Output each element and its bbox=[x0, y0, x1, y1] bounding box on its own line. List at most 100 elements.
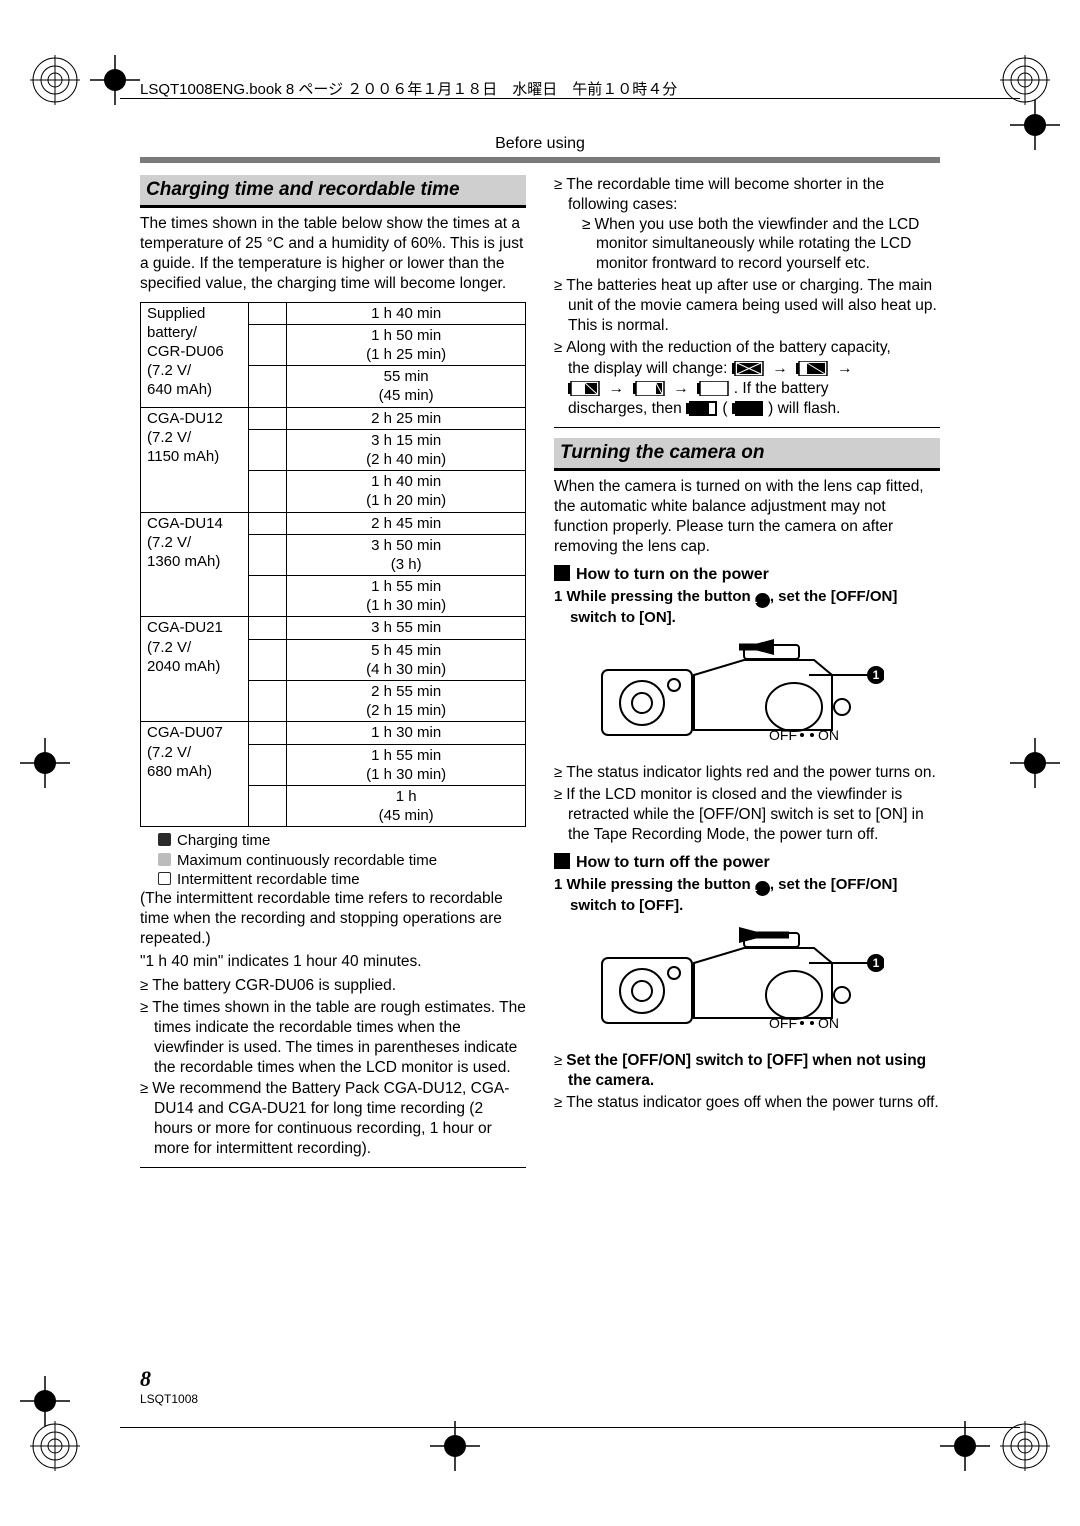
table-legend: Charging timeMaximum continuously record… bbox=[140, 831, 526, 889]
battery-type-cell bbox=[248, 534, 287, 575]
list-item: The recordable time will become shorter … bbox=[554, 175, 940, 274]
step-turn-off: 1 While pressing the button 1, set the [… bbox=[554, 875, 940, 915]
battery-model-cell: CGA-DU21(7.2 V/2040 mAh) bbox=[141, 617, 249, 722]
list-item: We recommend the Battery Pack CGA-DU12, … bbox=[140, 1079, 526, 1158]
battery-time-cell: 2 h 25 min bbox=[287, 407, 526, 429]
heading-turning-on: Turning the camera on bbox=[554, 438, 940, 471]
battery-type-cell bbox=[248, 302, 287, 324]
crosshair-icon bbox=[430, 1421, 480, 1471]
step-turn-on: 1 While pressing the button 1, set the [… bbox=[554, 587, 940, 627]
battery-empty-icon bbox=[697, 381, 729, 396]
battery-tail-2a: discharges, then bbox=[568, 400, 686, 417]
battery-1-icon bbox=[633, 381, 665, 396]
right-column: The recordable time will become shorter … bbox=[554, 175, 940, 1178]
battery-time-cell: 2 h 45 min bbox=[287, 512, 526, 534]
print-mark-icon bbox=[30, 1421, 80, 1471]
battery-3-icon bbox=[796, 361, 828, 376]
battery-time-cell: 1 h 40 min bbox=[287, 302, 526, 324]
list-item: The batteries heat up after use or charg… bbox=[554, 276, 940, 335]
bold-note: Set the [OFF/ON] switch to [OFF] when no… bbox=[566, 1052, 926, 1089]
battery-icons-row: the display will change: → → bbox=[554, 359, 940, 379]
battery-time-cell: 1 h 55 min(1 h 30 min) bbox=[287, 744, 526, 785]
switch-on-label: ON bbox=[818, 727, 839, 743]
battery-type-cell bbox=[248, 617, 287, 639]
subhead-turn-off-label: How to turn off the power bbox=[576, 854, 770, 871]
battery-flash-icon bbox=[686, 401, 718, 416]
battery-icons-row-2: → → . If the battery bbox=[554, 379, 940, 399]
hours-note: "1 h 40 min" indicates 1 hour 40 minutes… bbox=[140, 952, 526, 972]
page-number: 8 bbox=[140, 1366, 198, 1392]
list-item: The status indicator goes off when the p… bbox=[554, 1093, 940, 1113]
left-bullets: The battery CGR-DU06 is supplied.The tim… bbox=[140, 976, 526, 1158]
battery-type-cell bbox=[248, 576, 287, 617]
svg-text:1: 1 bbox=[873, 956, 880, 970]
turning-intro: When the camera is turned on with the le… bbox=[554, 477, 940, 556]
battery-model-cell: Suppliedbattery/CGR-DU06(7.2 V/640 mAh) bbox=[141, 302, 249, 407]
crosshair-icon bbox=[20, 738, 70, 788]
svg-text:1: 1 bbox=[873, 668, 880, 682]
battery-type-cell bbox=[248, 429, 287, 470]
battery-time-cell: 3 h 15 min(2 h 40 min) bbox=[287, 429, 526, 470]
after-table-note: (The intermittent recordable time refers… bbox=[140, 889, 526, 948]
battery-time-cell: 1 h 40 min(1 h 20 min) bbox=[287, 471, 526, 512]
battery-tail-2c: ) will flash. bbox=[768, 400, 840, 417]
crosshair-icon bbox=[1010, 738, 1060, 788]
battery-time-cell: 1 h 30 min bbox=[287, 722, 526, 744]
battery-time-cell: 2 h 55 min(2 h 15 min) bbox=[287, 681, 526, 722]
battery-type-cell bbox=[248, 512, 287, 534]
battery-time-cell: 55 min(45 min) bbox=[287, 366, 526, 407]
right-bullets-top: The recordable time will become shorter … bbox=[554, 175, 940, 357]
switch-off-label: OFF bbox=[769, 727, 797, 743]
battery-flash-inner-icon bbox=[732, 401, 764, 416]
print-mark-icon bbox=[1000, 1421, 1050, 1471]
battery-type-cell bbox=[248, 407, 287, 429]
battery-type-cell bbox=[248, 471, 287, 512]
list-item: The battery CGR-DU06 is supplied. bbox=[140, 976, 526, 996]
battery-time-cell: 1 h 55 min(1 h 30 min) bbox=[287, 576, 526, 617]
after-diagram-2: Set the [OFF/ON] switch to [OFF] when no… bbox=[554, 1051, 940, 1112]
battery-full-icon bbox=[732, 361, 764, 376]
list-item: The status indicator lights red and the … bbox=[554, 763, 940, 783]
callout-1-icon: 1 bbox=[755, 593, 770, 608]
battery-type-cell bbox=[248, 722, 287, 744]
heading-charging: Charging time and recordable time bbox=[140, 175, 526, 208]
battery-2-icon bbox=[568, 381, 600, 396]
camera-diagram-off: 1 OFF ON bbox=[594, 923, 884, 1043]
subhead-turn-off: How to turn off the power bbox=[554, 853, 940, 873]
page-footer: 8 LSQT1008 bbox=[140, 1366, 198, 1406]
list-item: If the LCD monitor is closed and the vie… bbox=[554, 785, 940, 844]
bottom-rule bbox=[120, 1427, 1020, 1428]
crosshair-icon bbox=[1010, 100, 1060, 150]
doc-id: LSQT1008 bbox=[140, 1392, 198, 1406]
battery-time-cell: 3 h 50 min(3 h) bbox=[287, 534, 526, 575]
list-item: Along with the reduction of the battery … bbox=[554, 338, 940, 358]
list-item: The times shown in the table are rough e… bbox=[140, 998, 526, 1077]
battery-tail-2b: ( bbox=[722, 400, 731, 417]
left-intro: The times shown in the table below show … bbox=[140, 214, 526, 293]
legend-item: Charging time bbox=[140, 831, 526, 850]
battery-time-cell: 5 h 45 min(4 h 30 min) bbox=[287, 639, 526, 680]
subhead-turn-on-label: How to turn on the power bbox=[576, 566, 769, 583]
battery-type-cell bbox=[248, 639, 287, 680]
battery-type-cell bbox=[248, 324, 287, 365]
section-divider bbox=[554, 427, 940, 428]
header-meta: LSQT1008ENG.book 8 ページ ２００６年１月１８日 水曜日 午前… bbox=[140, 78, 677, 99]
camera-diagram-on: 1 OFF ON bbox=[594, 635, 884, 755]
subhead-turn-on: How to turn on the power bbox=[554, 565, 940, 585]
battery-type-cell bbox=[248, 785, 287, 826]
battery-table: Suppliedbattery/CGR-DU06(7.2 V/640 mAh) 1… bbox=[140, 302, 526, 828]
crosshair-icon bbox=[940, 1421, 990, 1471]
legend-item: Intermittent recordable time bbox=[140, 870, 526, 889]
battery-type-cell bbox=[248, 681, 287, 722]
crosshair-icon bbox=[20, 1376, 70, 1426]
svg-text:OFF: OFF bbox=[769, 1015, 797, 1031]
battery-type-cell bbox=[248, 744, 287, 785]
battery-time-cell: 3 h 55 min bbox=[287, 617, 526, 639]
list-item: Set the [OFF/ON] switch to [OFF] when no… bbox=[554, 1051, 940, 1091]
battery-type-cell bbox=[248, 366, 287, 407]
callout-1-icon: 1 bbox=[755, 881, 770, 896]
page-content: Before using Charging time and recordabl… bbox=[140, 135, 940, 1178]
column-divider bbox=[140, 1167, 526, 1168]
battery-model-cell: CGA-DU07(7.2 V/680 mAh) bbox=[141, 722, 249, 827]
after-diagram-1: The status indicator lights red and the … bbox=[554, 763, 940, 844]
